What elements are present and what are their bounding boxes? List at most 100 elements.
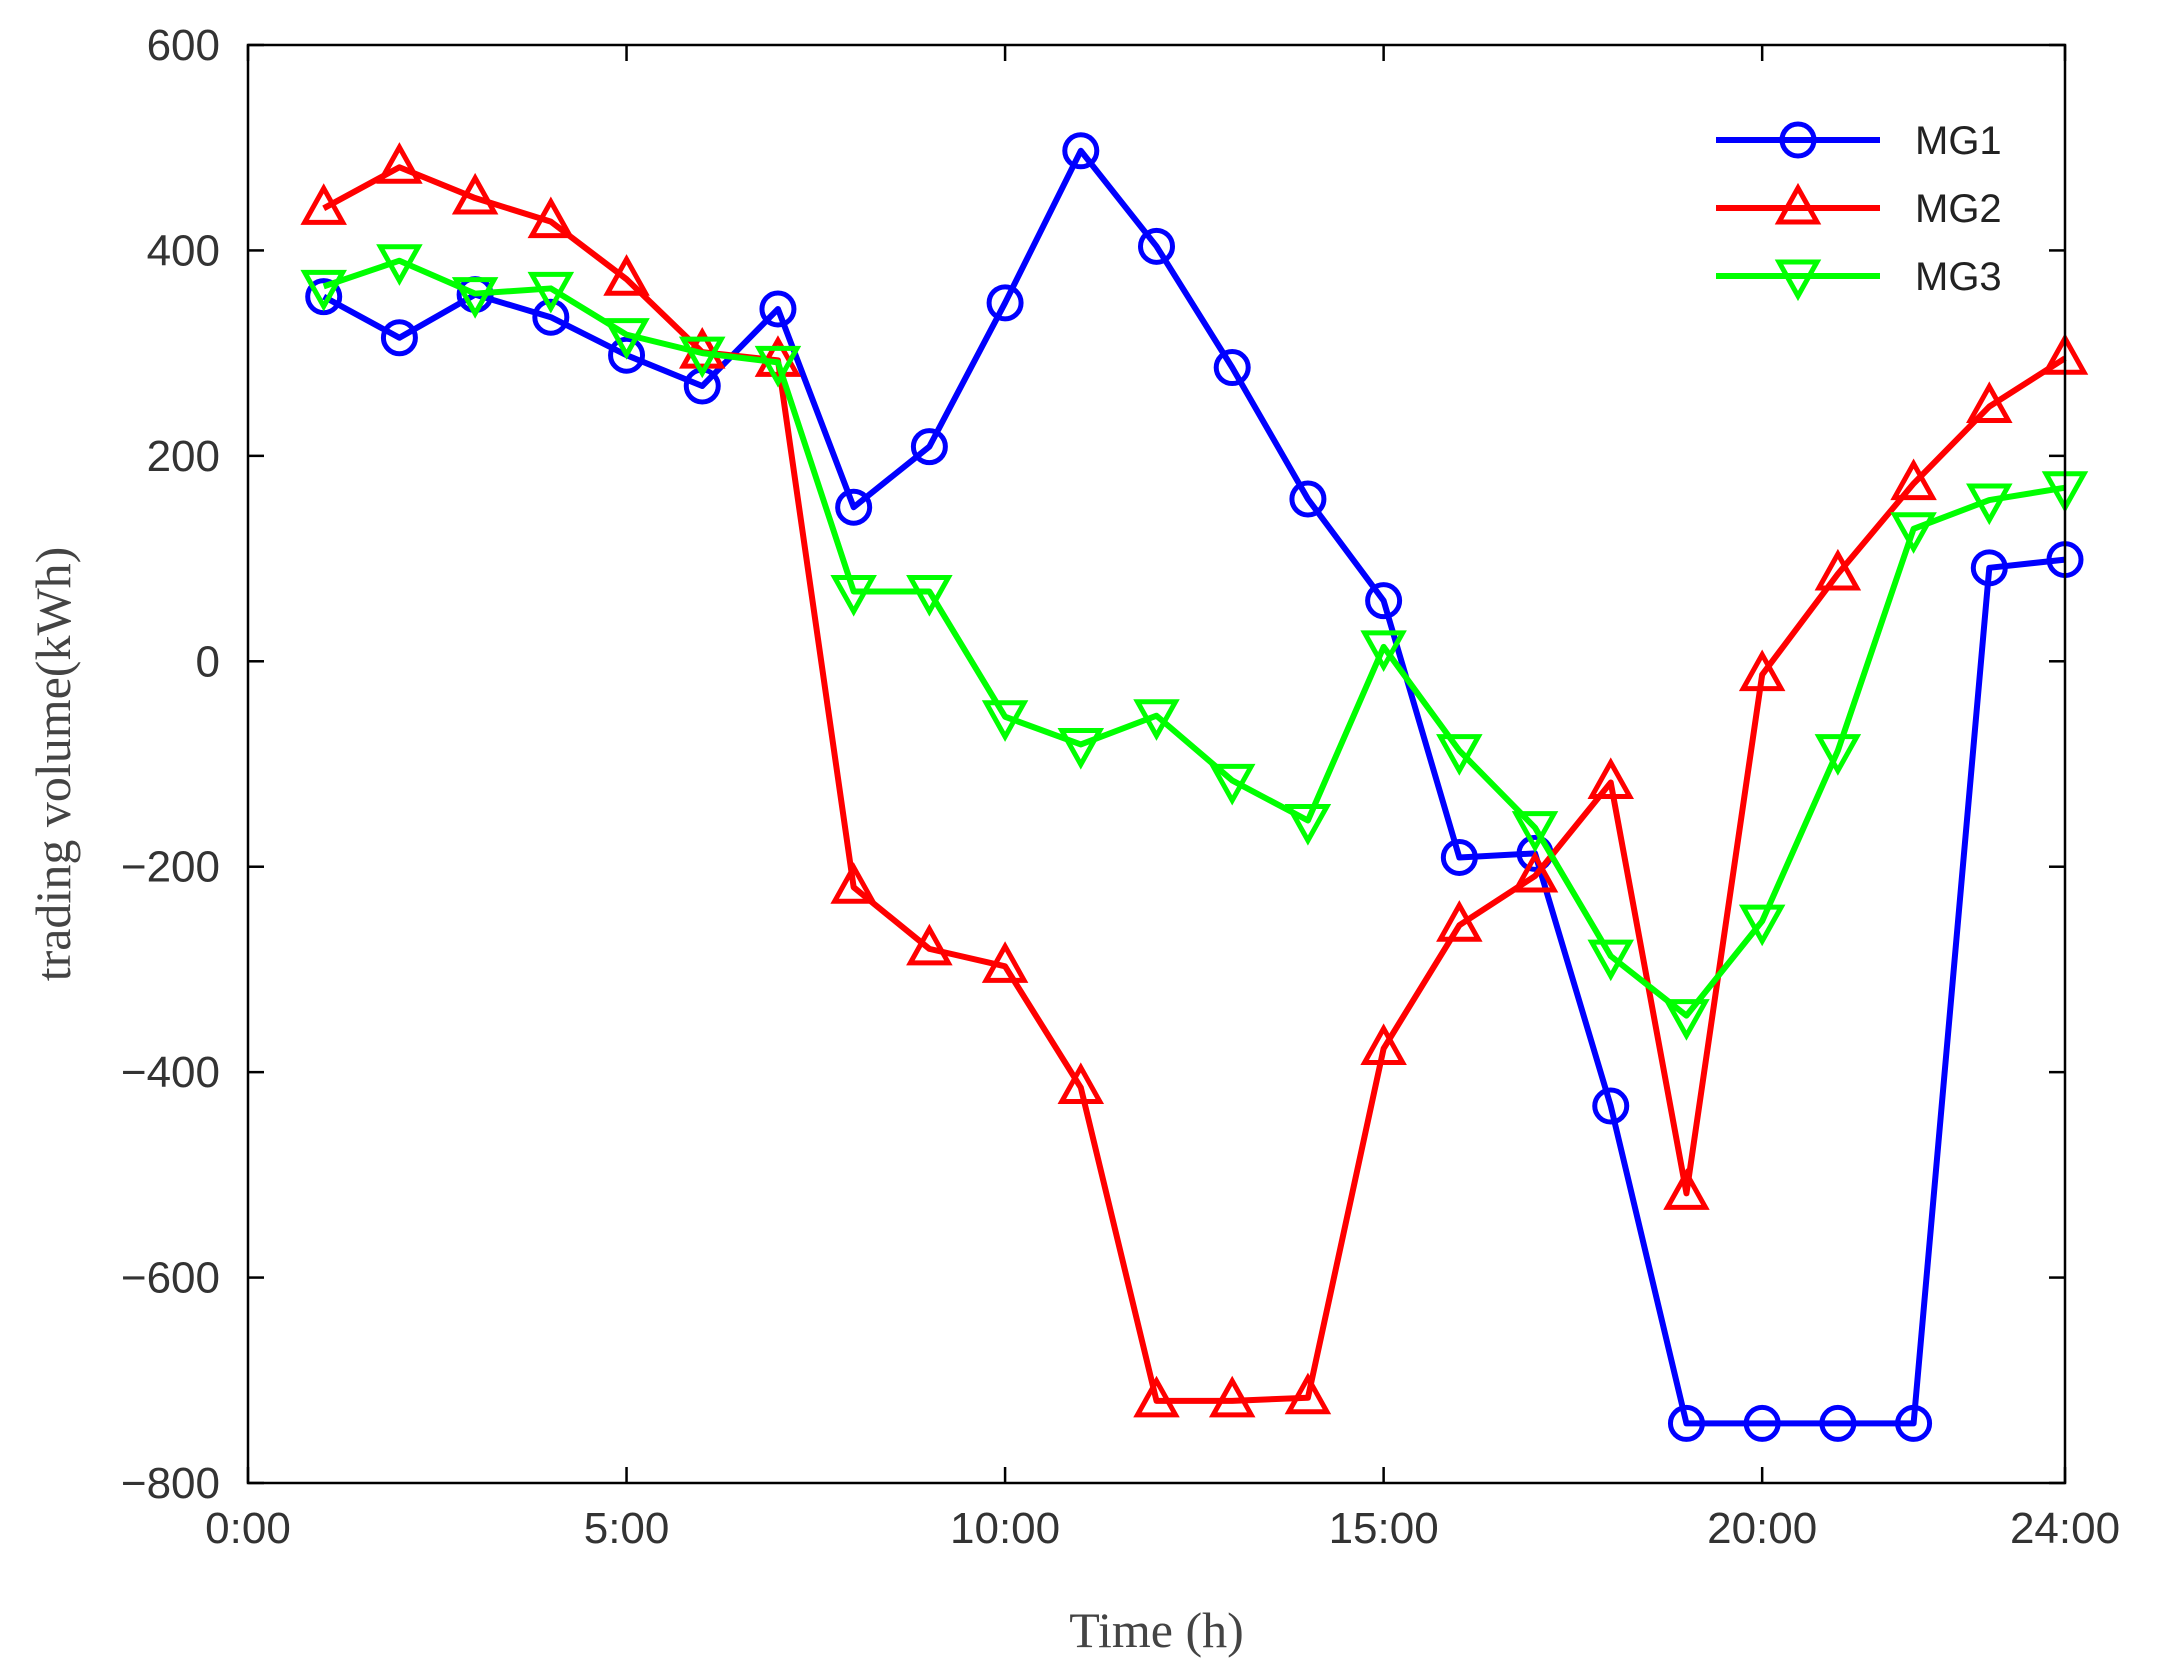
series-mg3 [300, 244, 2089, 1041]
data-point-mg1 [1062, 132, 1100, 170]
data-point-mg3 [376, 244, 423, 286]
data-point-mg3 [981, 700, 1029, 742]
data-point-mg2 [1966, 381, 2013, 424]
x-tick-label: 20:00 [1707, 1504, 1817, 1553]
data-point-mg1 [532, 298, 570, 336]
data-point-mg3 [300, 269, 347, 312]
data-point-mg2 [1511, 850, 1559, 893]
legend: MG1 MG2 MG3 [1716, 119, 2002, 302]
data-point-mg3 [451, 277, 499, 319]
data-point-mg1 [1365, 582, 1403, 620]
data-point-mg2 [1360, 1023, 1407, 1066]
data-point-mg1 [1289, 480, 1327, 518]
data-point-mg1 [305, 278, 343, 316]
series-mg2 [300, 142, 2089, 1418]
data-point-mg2 [1057, 1062, 1105, 1105]
data-point-mg1 [608, 336, 646, 374]
data-point-mg1 [1667, 1404, 1705, 1442]
data-point-mg1 [910, 428, 948, 466]
data-point-mg1 [759, 290, 797, 328]
plot-lines [300, 132, 2089, 1442]
data-point-mg1 [1440, 838, 1478, 876]
data-point-mg2 [830, 862, 877, 904]
legend-label: MG2 [1915, 187, 2002, 231]
data-point-mg3 [603, 318, 650, 360]
data-point-mg3 [1890, 512, 1937, 554]
y-tick-label: 600 [147, 21, 220, 70]
data-point-mg3 [1966, 483, 2013, 526]
legend-label: MG1 [1915, 119, 2002, 163]
data-point-mg3 [1738, 904, 1786, 947]
data-point-mg1 [1970, 549, 2008, 587]
y-axis-title: trading volume(kWh) [25, 547, 81, 982]
data-point-mg2 [451, 172, 499, 215]
data-point-mg1 [1895, 1404, 1933, 1442]
x-axis: 0:00 5:00 10:00 15:00 20:00 24:00 [205, 45, 2120, 1553]
y-tick-label: −400 [121, 1048, 220, 1097]
data-point-mg3 [1057, 727, 1105, 770]
data-point-mg2 [1890, 458, 1937, 501]
data-point-mg3 [1436, 734, 1483, 776]
data-point-mg2 [1133, 1375, 1180, 1418]
x-tick-label: 5:00 [584, 1504, 670, 1553]
legend-item-mg2: MG2 [1716, 182, 2002, 231]
series-line-mg2 [322, 164, 2067, 1404]
data-point-mg2 [754, 335, 802, 377]
legend-item-mg1: MG1 [1716, 119, 2002, 163]
data-point-mg2 [1663, 1168, 1710, 1210]
legend-marker [1774, 182, 1822, 225]
data-point-mg3 [527, 271, 575, 314]
data-point-mg3 [1587, 939, 1635, 982]
data-point-mg2 [300, 183, 347, 225]
data-point-mg2 [906, 923, 953, 966]
data-point-mg2 [981, 941, 1029, 983]
data-point-mg3 [1284, 803, 1332, 846]
data-point-mg2 [603, 254, 650, 296]
data-point-mg3 [830, 574, 877, 617]
data-point-mg1 [1743, 1404, 1781, 1442]
x-axis-title: Time (h) [1069, 1602, 1244, 1658]
data-point-mg3 [1208, 763, 1256, 806]
legend-marker [1779, 121, 1817, 159]
data-point-mg2 [527, 196, 575, 239]
legend-marker [1774, 259, 1822, 302]
legend-item-mg3: MG3 [1716, 255, 2002, 302]
data-point-mg2 [1814, 548, 1862, 591]
y-axis: 600 400 200 0 −200 −400 −600 −800 [121, 21, 2065, 1508]
y-tick-label: 200 [147, 432, 220, 481]
x-tick-label: 10:00 [950, 1504, 1060, 1553]
data-point-mg3 [754, 345, 802, 388]
data-point-mg1 [1213, 349, 1251, 387]
data-point-mg1 [1592, 1087, 1630, 1125]
data-point-mg3 [1133, 699, 1180, 741]
data-point-mg3 [906, 574, 953, 617]
data-point-mg3 [1511, 811, 1559, 853]
x-tick-label: 24:00 [2010, 1504, 2120, 1553]
data-point-mg1 [986, 284, 1024, 322]
y-tick-label: −600 [121, 1254, 220, 1303]
x-tick-label: 15:00 [1329, 1504, 1439, 1553]
data-point-mg1 [380, 319, 418, 357]
y-tick-label: 400 [147, 226, 220, 275]
data-point-mg1 [835, 488, 873, 526]
data-point-mg2 [1208, 1375, 1256, 1418]
y-tick-label: 0 [196, 637, 220, 686]
data-point-mg3 [1663, 999, 1710, 1041]
data-point-mg3 [678, 336, 726, 379]
data-point-mg2 [1284, 1372, 1332, 1415]
y-tick-label: −800 [121, 1459, 220, 1508]
data-point-mg1 [1819, 1404, 1857, 1442]
plot-frame [246, 43, 2067, 1485]
data-point-mg2 [1587, 757, 1635, 799]
data-point-mg2 [1436, 900, 1483, 942]
x-tick-label: 0:00 [205, 1504, 291, 1553]
data-point-mg2 [376, 142, 423, 184]
data-point-mg3 [1360, 630, 1407, 673]
data-point-mg2 [1738, 649, 1786, 692]
legend-label: MG3 [1915, 255, 2002, 299]
data-point-mg1 [1138, 227, 1175, 265]
y-tick-label: −200 [121, 843, 220, 892]
data-point-mg3 [1814, 734, 1862, 776]
